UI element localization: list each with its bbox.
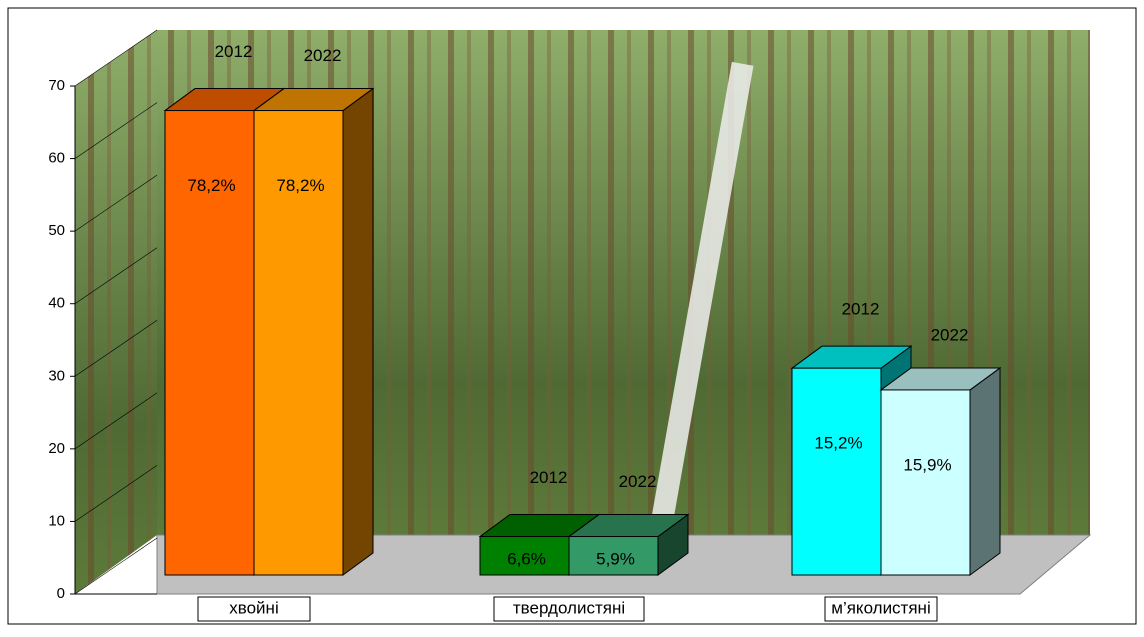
- data-label: 78,2%: [187, 176, 235, 195]
- bar: [792, 368, 881, 575]
- side-wall-trees: [75, 30, 157, 594]
- x-tick-label: хвойні: [229, 598, 278, 617]
- y-tick-label: 20: [48, 440, 65, 457]
- series-label: 2012: [215, 42, 253, 61]
- data-label: 15,9%: [903, 455, 951, 474]
- data-label: 5,9%: [596, 549, 635, 568]
- y-tick-label: 10: [48, 512, 65, 529]
- data-label: 15,2%: [814, 434, 862, 453]
- bar-side: [970, 368, 1000, 575]
- series-label: 2012: [842, 300, 880, 319]
- data-label: 78,2%: [276, 176, 324, 195]
- bar-side: [343, 89, 373, 575]
- y-tick-label: 40: [48, 295, 65, 312]
- x-tick-label: м’яколистяні: [831, 598, 930, 617]
- x-tick-label: твердолистяні: [513, 598, 625, 617]
- chart: 0 10 20 30 40 50 60 70 хвойні 78,2% 2012 78,2% 2022 т…: [0, 0, 1144, 632]
- y-tick-label: 70: [48, 77, 65, 94]
- y-tick-label: 0: [57, 585, 65, 602]
- series-label: 2012: [530, 468, 568, 487]
- series-label: 2022: [304, 46, 342, 65]
- data-label: 6,6%: [507, 549, 546, 568]
- y-tick-label: 60: [48, 150, 65, 167]
- series-label: 2022: [931, 325, 969, 344]
- y-tick-label: 50: [48, 222, 65, 239]
- bar: [881, 390, 970, 575]
- series-label: 2022: [619, 472, 657, 491]
- y-tick-label: 30: [48, 367, 65, 384]
